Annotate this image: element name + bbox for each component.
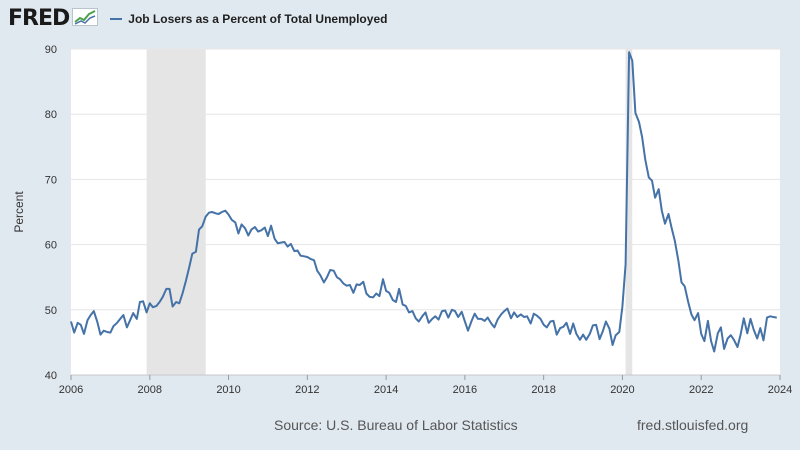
- x-tick-label: 2016: [453, 384, 477, 396]
- y-tick-label: 80: [45, 109, 57, 121]
- legend-swatch: [110, 18, 123, 20]
- x-tick-label: 2014: [374, 384, 398, 396]
- y-tick-label: 60: [45, 240, 57, 252]
- trend-chart-icon: [72, 7, 99, 31]
- y-tick-label: 40: [45, 370, 57, 382]
- y-tick-label: 50: [45, 305, 57, 317]
- x-tick-label: 2018: [531, 384, 555, 396]
- chart-header: FRED Job Losers as a Percent of Total Un…: [8, 6, 387, 32]
- y-axis-label: Percent: [12, 191, 26, 233]
- recession-band: [146, 49, 206, 375]
- recession-band: [625, 49, 633, 375]
- x-tick-label: 2006: [59, 384, 83, 396]
- x-tick-label: 2010: [216, 384, 240, 396]
- legend-label: Job Losers as a Percent of Total Unemplo…: [128, 12, 388, 26]
- series-line: [70, 51, 777, 353]
- chart-legend: Job Losers as a Percent of Total Unemplo…: [110, 12, 387, 26]
- x-tick-label: 2022: [689, 384, 713, 396]
- x-tick-label: 2012: [295, 384, 319, 396]
- y-tick-label: 70: [45, 174, 57, 186]
- source-text: Source: U.S. Bureau of Labor Statistics: [274, 417, 518, 433]
- x-tick-label: 2024: [768, 384, 792, 396]
- y-tick-label: 90: [45, 44, 57, 56]
- x-tick-label: 2020: [610, 384, 634, 396]
- fred-logo[interactable]: FRED: [8, 6, 99, 31]
- fred-logo-text: FRED: [8, 6, 70, 31]
- x-tick-label: 2008: [138, 384, 162, 396]
- site-link[interactable]: fred.stlouisfed.org: [637, 417, 749, 433]
